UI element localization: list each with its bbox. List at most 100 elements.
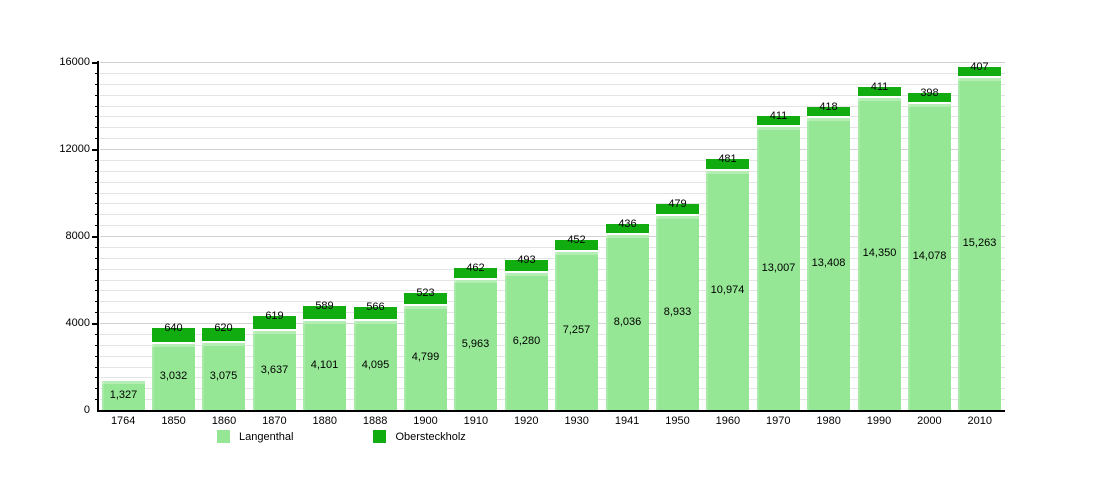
bar-segment-obersteckholz <box>606 224 649 235</box>
gridline-minor <box>100 290 1005 292</box>
bar-value-label-obersteckholz: 462 <box>466 262 485 274</box>
bar-value-label-obersteckholz: 481 <box>718 153 737 165</box>
y-axis-minor-tick <box>95 377 98 379</box>
bar-value-label-obersteckholz: 436 <box>618 218 637 230</box>
y-axis-minor-tick <box>95 312 98 314</box>
y-axis-minor-tick <box>95 268 98 270</box>
y-axis-minor-tick <box>95 83 98 85</box>
bar-segment-langenthal <box>303 321 346 410</box>
gridline-minor <box>100 127 1005 129</box>
gridline-minor <box>100 105 1005 107</box>
y-axis-minor-tick <box>95 116 98 118</box>
y-axis-minor-tick <box>95 225 98 227</box>
bar-segment-obersteckholz <box>958 67 1001 78</box>
x-tick-label: 1870 <box>262 415 287 427</box>
y-tick-label: 4000 <box>65 317 90 329</box>
bar-value-label-langenthal: 14,350 <box>862 247 897 259</box>
bar-value-label-obersteckholz: 411 <box>870 81 889 93</box>
y-axis-minor-tick <box>95 290 98 292</box>
bar-value-label-obersteckholz: 523 <box>416 287 435 299</box>
gridline-minor <box>100 366 1005 368</box>
bar-value-label-langenthal: 4,799 <box>411 351 440 363</box>
x-tick-label: 1980 <box>816 415 841 427</box>
gridline-minor <box>100 203 1005 205</box>
x-tick-label: 1960 <box>715 415 741 427</box>
gridline-minor <box>100 159 1005 161</box>
bar-value-label-langenthal: 3,075 <box>209 369 238 382</box>
gridline-minor <box>100 399 1005 401</box>
y-axis-minor-tick <box>95 138 98 140</box>
bar-value-label-obersteckholz: 452 <box>567 234 586 246</box>
gridline-minor <box>100 94 1005 96</box>
bar-value-label-langenthal: 7,257 <box>562 324 591 336</box>
gridline-minor <box>100 333 1005 335</box>
y-axis-minor-tick <box>95 246 98 248</box>
y-tick-label: 8000 <box>65 230 90 242</box>
y-axis-minor-tick <box>95 170 98 172</box>
y-axis-minor-tick <box>95 333 98 335</box>
y-axis-line <box>97 61 99 411</box>
bar-value-label-langenthal: 3,032 <box>159 370 188 382</box>
y-axis-minor-tick <box>95 279 98 281</box>
y-axis-major-tick <box>92 62 98 64</box>
gridline-minor <box>100 279 1005 281</box>
bar-segment-obersteckholz <box>807 107 850 118</box>
bar-segment-obersteckholz <box>253 316 296 331</box>
gridline-minor <box>100 312 1005 314</box>
y-axis-minor-tick <box>95 301 98 303</box>
bar-value-label-obersteckholz: 418 <box>819 101 838 113</box>
gridline-minor <box>100 116 1005 118</box>
gridline-minor <box>100 192 1005 194</box>
bar-segment-obersteckholz <box>354 307 397 321</box>
y-axis-minor-tick <box>95 344 98 346</box>
bar-segment-langenthal <box>606 235 649 410</box>
x-tick-label: 1900 <box>413 415 438 427</box>
y-axis-minor-tick <box>95 388 98 390</box>
bar-value-label-langenthal: 8,933 <box>663 306 692 318</box>
gridline-minor <box>100 246 1005 248</box>
x-tick-label: 1880 <box>312 415 337 427</box>
bar-segment-langenthal <box>102 381 145 410</box>
bar-value-label-obersteckholz: 398 <box>920 87 939 99</box>
y-axis-minor-tick <box>95 203 98 205</box>
y-axis-minor-tick <box>95 355 98 357</box>
bar-segment-langenthal <box>404 306 447 410</box>
bar-segment-langenthal <box>354 321 397 410</box>
bar-value-label-langenthal: 15,263 <box>962 237 997 249</box>
gridline-minor <box>100 268 1005 270</box>
gridline-minor <box>100 344 1005 346</box>
y-axis-minor-tick <box>95 94 98 96</box>
gridline-minor <box>100 72 1005 74</box>
bar-segment-langenthal <box>757 127 800 410</box>
bar-segment-langenthal <box>253 331 296 410</box>
bar-segment-langenthal <box>555 252 598 410</box>
y-axis-minor-tick <box>95 127 98 129</box>
legend-label: Langenthal <box>239 430 294 443</box>
y-axis-minor-tick <box>95 214 98 216</box>
bar-value-label-obersteckholz: 619 <box>265 310 284 322</box>
bar-value-label-langenthal: 1,327 <box>109 388 138 401</box>
bar-segment-langenthal <box>908 104 951 410</box>
bar-value-label-langenthal: 10,974 <box>710 283 745 296</box>
y-axis-minor-tick <box>95 399 98 401</box>
y-axis-minor-tick <box>95 192 98 194</box>
y-axis-major-tick <box>92 149 98 151</box>
bar-segment-obersteckholz <box>505 260 548 273</box>
bar-segment-langenthal <box>858 98 901 410</box>
bar-value-label-langenthal: 13,007 <box>761 261 796 274</box>
bar-value-label-obersteckholz: 479 <box>668 198 687 210</box>
bar-value-label-obersteckholz: 589 <box>315 300 334 312</box>
x-tick-label: 1888 <box>362 415 388 427</box>
bar-value-label-obersteckholz: 566 <box>366 301 385 313</box>
gridline-major <box>100 323 1005 324</box>
x-tick-label: 1910 <box>463 415 489 427</box>
gridline-minor <box>100 214 1005 216</box>
bar-value-label-langenthal: 13,408 <box>811 257 846 269</box>
bar-segment-obersteckholz <box>757 116 800 127</box>
y-axis-major-tick <box>92 236 98 238</box>
x-tick-label: 1990 <box>866 415 892 427</box>
gridline-minor <box>100 181 1005 183</box>
y-axis-minor-tick <box>95 159 98 161</box>
legend-swatch-obersteckholz <box>373 430 387 443</box>
